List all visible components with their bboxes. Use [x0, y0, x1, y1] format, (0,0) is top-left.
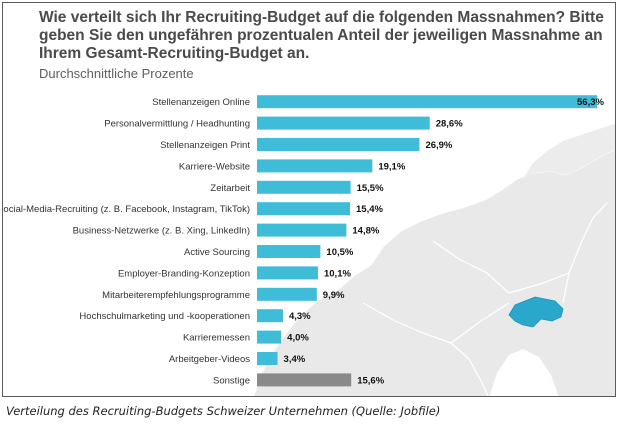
- bar: [257, 245, 321, 258]
- value-label: 10,1%: [324, 268, 351, 279]
- bar: [257, 95, 597, 109]
- bar: [257, 223, 347, 237]
- value-label: 15,5%: [357, 183, 384, 194]
- map-land: [253, 149, 615, 396]
- chart-title: Wie verteilt sich Ihr Recruiting-Budget …: [39, 9, 604, 62]
- category-label: Hochschulmarketing und -kooperationen: [79, 311, 250, 322]
- category-label: Zeitarbeit: [210, 183, 250, 194]
- category-label: Arbeitgeber-Videos: [169, 354, 250, 365]
- value-label: 4,0%: [287, 333, 309, 344]
- value-label: 56,3%: [577, 97, 604, 108]
- value-label: 26,9%: [425, 140, 452, 151]
- value-label: 4,3%: [289, 311, 311, 322]
- bar: [257, 373, 352, 387]
- bar: [257, 266, 318, 280]
- bar: [257, 138, 420, 151]
- bar: [257, 202, 351, 216]
- map-sea-inlet: [489, 349, 559, 396]
- bar: [257, 159, 373, 173]
- figure-frame: Wie verteilt sich Ihr Recruiting-Budget …: [2, 2, 616, 397]
- category-label: Mitarbeiterempfehlungsprogramme: [102, 290, 250, 301]
- chart-subtitle: Durchschnittliche Prozente: [39, 66, 194, 81]
- bar: [257, 116, 430, 130]
- switzerland-shape: [508, 296, 564, 328]
- bar: [257, 287, 317, 301]
- category-label: Sonstige: [213, 375, 250, 386]
- value-label: 28,6%: [436, 119, 463, 130]
- category-label: Social-Media-Recruiting (z. B. Facebook,…: [3, 204, 250, 215]
- value-label: 15,6%: [357, 375, 384, 386]
- category-label: Business-Netzwerke (z. B. Xing, LinkedIn…: [73, 226, 250, 237]
- bar: [257, 180, 351, 194]
- category-label: Karriere-Website: [179, 161, 250, 172]
- value-label: 15,4%: [356, 204, 383, 215]
- map-land-north: [523, 123, 615, 179]
- bar: [257, 309, 283, 323]
- category-label: Karrieremessen: [183, 333, 250, 344]
- bar-chart: Stellenanzeigen Online 56,3% Personalvermi…: [3, 95, 604, 387]
- map-border-lines: [362, 202, 608, 396]
- value-label: 9,9%: [323, 290, 345, 301]
- value-label: 3,4%: [284, 354, 306, 365]
- category-label: Stellenanzeigen Print: [160, 140, 250, 151]
- category-label: Stellenanzeigen Online: [152, 97, 250, 108]
- bar: [257, 352, 278, 365]
- category-label: Employer-Branding-Konzeption: [118, 268, 250, 279]
- value-label: 14,8%: [352, 226, 379, 237]
- value-label: 10,5%: [326, 247, 353, 258]
- bar: [257, 330, 282, 344]
- value-label: 19,1%: [378, 161, 405, 172]
- europe-map-icon: [253, 123, 615, 396]
- category-label: Active Sourcing: [184, 247, 250, 258]
- category-label: Personalvermittlung / Headhunting: [104, 119, 250, 130]
- figure-caption: Verteilung des Recruiting-Budgets Schwei…: [6, 404, 441, 418]
